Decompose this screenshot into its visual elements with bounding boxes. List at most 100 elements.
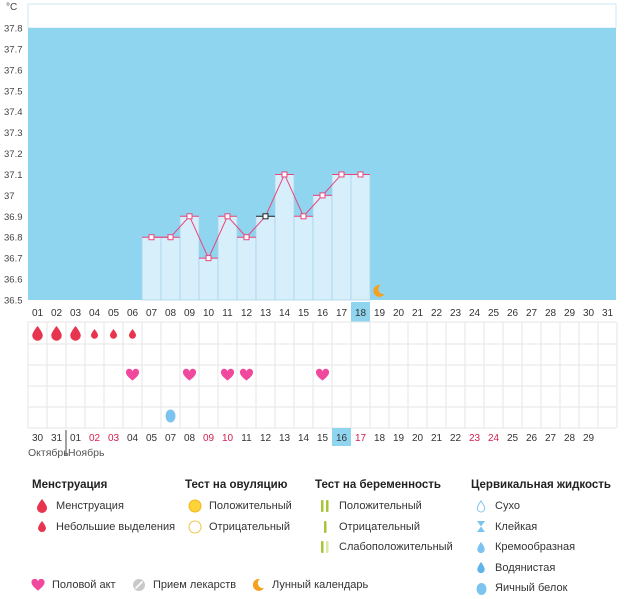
temperature-bar [198,257,219,301]
temperature-point [262,213,269,220]
temperature-point [281,171,288,178]
calendar-date-label: 07 [165,433,177,444]
legend-medication: Прием лекарств [129,578,236,592]
temperature-bar [331,174,352,301]
y-tick-label: 37 [4,191,15,202]
y-tick-label: 37.2 [4,149,23,160]
ovulation-negative-icon [185,520,205,534]
spotting-drop [110,329,117,339]
temperature-bar [350,174,371,301]
calendar-date-label: 22 [450,433,462,444]
calendar-date-label: 21 [431,433,443,444]
calendar-date-label: 05 [146,433,158,444]
cycle-day-label: 18 [355,308,367,319]
cycle-day-label: 24 [469,308,481,319]
heavy-drop-icon [32,499,52,514]
legend-label: Менструация [56,500,124,513]
legend-label: Кремообразная [495,541,576,554]
cycle-day-label: 16 [317,308,329,319]
ovulation-positive-icon [185,499,205,513]
bbt-chart: 37.8 37.7 37.6 37.5 37.4 37.3 37.2 37.1 37 36.9 36… [4,2,618,459]
temperature-bar [236,236,257,301]
cycle-day-label: 11 [222,308,233,319]
legend-item: Водянистая [471,558,611,579]
temperature-point [243,234,250,241]
y-tick-label: 37.8 [4,24,23,35]
legend-label: Сухо [495,500,520,513]
cycle-day-label: 27 [526,308,538,319]
month-label: Октябрь [28,447,69,459]
calendar-date-label: 02 [89,433,101,444]
legend-pregnancy-title: Тест на беременность [315,479,441,491]
cycle-day-label: 13 [260,308,272,319]
temperature-point [338,171,345,178]
y-tick-label: 37.1 [4,170,23,181]
cycle-day-label: 09 [184,308,196,319]
cycle-day-label: 30 [583,308,595,319]
legend-fluid-title: Цервикальная жидкость [471,479,611,491]
cycle-day-label: 20 [393,308,405,319]
legend-menstruation-title: Менструация [32,479,108,491]
calendar-date-label: 01 [70,433,82,444]
cycle-day-label: 17 [336,308,348,319]
calendar-date-label: 23 [469,433,481,444]
legend-item: Небольшие выделения [32,517,175,538]
temperature-point [300,213,307,220]
dry-icon [471,499,491,513]
cycle-day-label: 14 [279,308,291,319]
temperature-point [357,171,364,178]
y-tick-label: 37.7 [4,44,23,55]
cycle-day-label: 26 [507,308,519,319]
menstruation-drop [32,326,43,341]
heart-icon [182,368,197,381]
pill-icon [129,578,149,592]
month-label: Ноябрь [68,447,105,459]
temperature-unit-label: °C [6,2,17,13]
spotting-drop [129,329,136,339]
temperature-line [151,173,361,260]
calendar-date-label: 09 [203,433,215,444]
calendar-date-label: 08 [184,433,196,444]
calendar-date-label: 26 [526,433,538,444]
calendar-date-label: 03 [108,433,120,444]
cycle-day-label: 02 [51,308,63,319]
legend-intercourse: Половой акт [28,578,116,592]
temperature-bar [274,174,295,301]
legend-label: Клейкая [495,520,538,533]
egg-white-icon [471,581,491,596]
cycle-day-label: 19 [374,308,386,319]
legend-item: Отрицательный [315,517,453,538]
moon-icon [248,578,268,592]
chart-top-white-band [27,3,617,29]
cycle-day-label: 12 [241,308,253,319]
calendar-date-label: 13 [279,433,291,444]
today-date-highlight [332,428,351,446]
calendar-date-label: 19 [393,433,405,444]
cycle-day-label: 22 [431,308,443,319]
spotting-drop [91,329,98,339]
cycle-day-label: 21 [412,308,424,319]
light-drop-icon [32,520,52,534]
cycle-day-label: 10 [203,308,215,319]
legend-item: Яичный белок [471,578,611,599]
legend-lunar: Лунный календарь [248,578,368,592]
legend-item: Сухо [471,496,611,517]
sticky-icon [471,520,491,534]
cycle-day-label: 28 [545,308,557,319]
calendar-date-label: 14 [298,433,310,444]
temperature-point [167,234,174,241]
legend-label: Положительный [339,500,422,513]
calendar-date-label: 17 [355,433,367,444]
heart-icon [28,578,48,592]
cycle-day-label: 25 [488,308,500,319]
calendar-date-label: 10 [222,433,234,444]
cycle-day-label: 15 [298,308,310,319]
pregnancy-weak-icon [315,540,335,554]
temperature-bar [293,215,314,301]
legend: Менструация Менструация Небольшие выделе… [0,478,626,596]
y-tick-label: 36.6 [4,275,23,286]
calendar-date-label: 28 [564,433,576,444]
temperature-point [186,213,193,220]
creamy-icon [471,540,491,554]
y-tick-label: 36.5 [4,296,23,307]
